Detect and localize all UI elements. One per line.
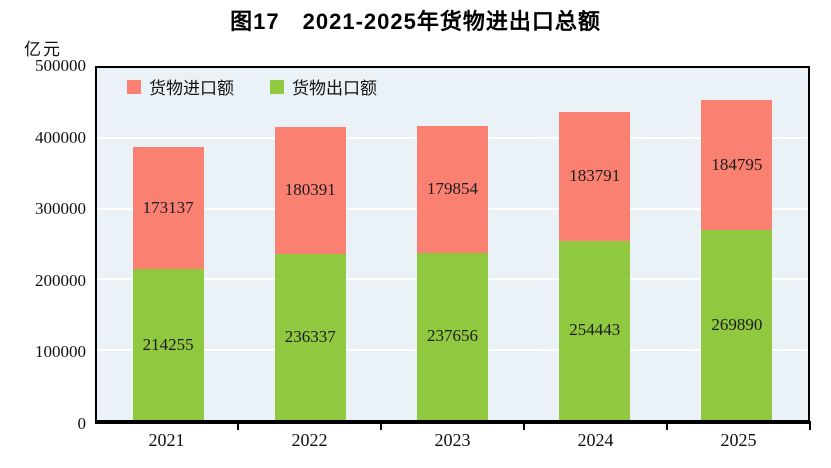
bar-value-label: 254443 <box>569 320 621 340</box>
export-color-swatch <box>270 79 284 94</box>
plot-area: 货物进口额 货物出口额 214255 173137 236337 180391 2376… <box>95 66 810 424</box>
bar-segment-货物进口额-2025: 184795 <box>701 99 773 230</box>
x-axis-tick-mark <box>237 421 239 430</box>
x-tick-label-2021: 2021 <box>148 430 185 450</box>
bar-slot-2021: 214255 173137 <box>97 68 239 420</box>
bar-slot-2023: 237656 179854 <box>381 68 523 420</box>
bar-slot-2024: 254443 183791 <box>524 68 666 420</box>
x-axis-tick-mark <box>523 421 525 430</box>
stacked-bar-2022: 236337 180391 <box>274 68 346 420</box>
x-tick-label-2022: 2022 <box>291 430 328 450</box>
bar-segment-货物进口额-2022: 180391 <box>274 126 346 254</box>
bar-slot-2022: 236337 180391 <box>239 68 381 420</box>
x-axis-tick-mark <box>380 421 382 430</box>
legend-label-export: 货物出口额 <box>292 79 377 98</box>
stacked-bar-2023: 237656 179854 <box>416 68 489 420</box>
bar-value-label: 214255 <box>142 334 194 354</box>
legend-item-import: 货物进口额 <box>127 74 234 99</box>
x-axis-tick-labels: 2021 2022 2023 2024 2025 <box>95 430 810 454</box>
x-axis-tick-mark <box>666 421 668 430</box>
legend: 货物进口额 货物出口额 <box>127 74 377 99</box>
legend-item-export: 货物出口额 <box>270 74 377 99</box>
x-axis-tick-mark <box>809 421 811 430</box>
bar-value-label: 237656 <box>426 326 478 346</box>
bar-value-label: 173137 <box>142 198 194 218</box>
y-tick-label: 300000 <box>35 199 86 219</box>
bar-segment-货物出口额-2022: 236337 <box>274 253 346 420</box>
stacked-bar-2024: 254443 183791 <box>559 68 631 420</box>
y-tick-label: 200000 <box>35 270 86 290</box>
x-tick-label-2024: 2024 <box>577 430 614 450</box>
x-tick-label-2025: 2025 <box>720 430 757 450</box>
y-tick-label: 400000 <box>35 127 86 147</box>
bar-segment-货物出口额-2023: 237656 <box>416 252 489 420</box>
import-color-swatch <box>127 79 141 94</box>
bar-slot-2025: 269890 184795 <box>666 68 808 420</box>
bar-segment-货物进口额-2021: 173137 <box>132 147 204 270</box>
y-tick-label: 100000 <box>35 342 86 362</box>
bar-segment-货物进口额-2024: 183791 <box>559 111 631 241</box>
stacked-bar-2021: 214255 173137 <box>132 68 204 420</box>
bar-value-label: 184795 <box>711 154 763 174</box>
chart-title: 图17 2021-2025年货物进出口总额 <box>230 9 601 34</box>
y-tick-label: 0 <box>77 414 87 433</box>
x-tick-label-2023: 2023 <box>434 430 471 450</box>
y-tick-label: 500000 <box>35 56 86 75</box>
bar-value-label: 269890 <box>711 315 763 334</box>
legend-label-import: 货物进口额 <box>149 79 234 98</box>
bar-value-label: 183791 <box>569 166 621 186</box>
bar-segment-货物出口额-2024: 254443 <box>559 240 631 420</box>
bar-segment-货物进口额-2023: 179854 <box>416 126 489 253</box>
y-axis-tick-labels: 500000 400000 300000 200000 100000 0 <box>0 56 86 433</box>
y-axis-unit-label: 亿元 <box>24 40 62 59</box>
stacked-bar-2025: 269890 184795 <box>701 68 773 420</box>
bar-segment-货物出口额-2021: 214255 <box>132 269 204 420</box>
bar-value-label: 236337 <box>284 326 336 346</box>
bar-value-label: 179854 <box>426 179 478 199</box>
bar-value-label: 180391 <box>284 180 336 200</box>
bar-segment-货物出口额-2025: 269890 <box>701 230 773 420</box>
